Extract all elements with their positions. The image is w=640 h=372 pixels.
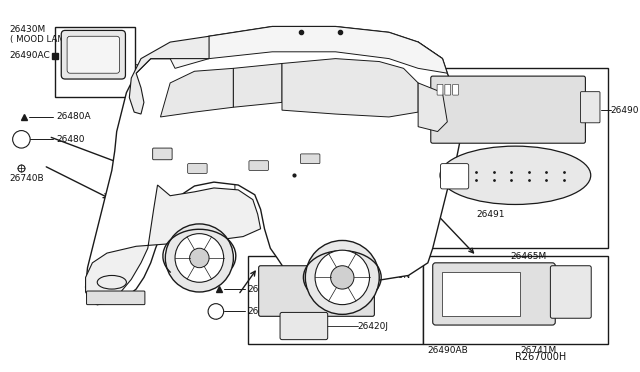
Text: 26491: 26491 [476, 210, 505, 219]
Text: 26420N: 26420N [375, 271, 410, 280]
FancyBboxPatch shape [440, 164, 468, 189]
Polygon shape [170, 26, 447, 73]
Circle shape [315, 250, 369, 305]
FancyBboxPatch shape [550, 266, 591, 318]
Text: 26490AB: 26490AB [428, 346, 468, 355]
FancyBboxPatch shape [153, 148, 172, 160]
Text: 26480A: 26480A [56, 112, 91, 122]
FancyBboxPatch shape [445, 84, 451, 95]
FancyBboxPatch shape [259, 266, 374, 316]
FancyBboxPatch shape [433, 263, 556, 325]
Ellipse shape [440, 146, 591, 205]
Bar [423, 256, 608, 343]
Circle shape [165, 224, 234, 292]
FancyBboxPatch shape [431, 76, 586, 143]
Circle shape [208, 304, 223, 319]
FancyBboxPatch shape [452, 84, 458, 95]
FancyBboxPatch shape [442, 272, 520, 316]
Text: 26480A: 26480A [247, 285, 282, 294]
FancyBboxPatch shape [280, 312, 328, 340]
Text: ( MOOD LAMP): ( MOOD LAMP) [10, 35, 73, 44]
Text: 26480: 26480 [56, 135, 85, 144]
Circle shape [175, 234, 223, 282]
FancyBboxPatch shape [249, 161, 268, 170]
Text: 26480+A: 26480+A [247, 307, 289, 316]
Circle shape [331, 266, 354, 289]
FancyBboxPatch shape [437, 84, 443, 95]
Circle shape [305, 240, 380, 314]
Bar [248, 256, 423, 343]
Text: 26490: 26490 [611, 106, 639, 115]
Text: 26740B: 26740B [10, 174, 44, 183]
Text: 26490AA: 26490AA [540, 158, 580, 167]
FancyBboxPatch shape [300, 154, 320, 164]
Polygon shape [161, 68, 234, 117]
Text: R267000H: R267000H [515, 352, 566, 362]
Bar [56, 26, 135, 97]
Circle shape [189, 248, 209, 268]
Polygon shape [234, 64, 282, 107]
FancyBboxPatch shape [86, 291, 145, 305]
Bar [423, 68, 608, 248]
FancyBboxPatch shape [61, 31, 125, 79]
Text: 26465M: 26465M [511, 251, 547, 260]
FancyBboxPatch shape [67, 36, 120, 73]
Polygon shape [86, 185, 260, 305]
Polygon shape [418, 83, 447, 132]
Polygon shape [129, 36, 209, 114]
Circle shape [13, 131, 30, 148]
Text: 26741M: 26741M [520, 346, 557, 355]
Polygon shape [282, 59, 418, 117]
Text: 26430M: 26430M [10, 25, 46, 34]
Polygon shape [86, 26, 462, 305]
FancyBboxPatch shape [188, 164, 207, 173]
Text: 26490AC: 26490AC [10, 51, 51, 60]
Text: 26420J: 26420J [358, 321, 389, 331]
Ellipse shape [97, 275, 127, 289]
FancyBboxPatch shape [580, 92, 600, 123]
